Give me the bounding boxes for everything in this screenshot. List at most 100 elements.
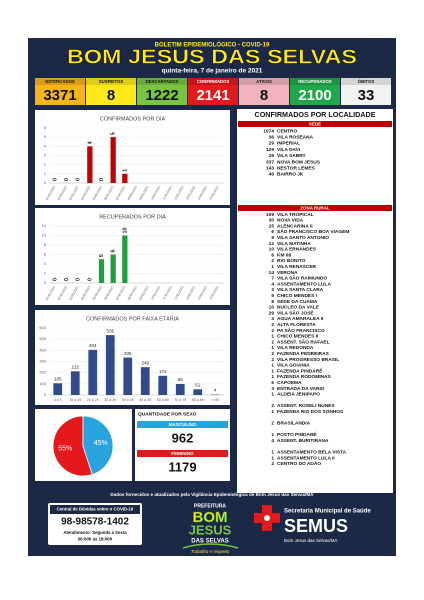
x-tick-label: 09/01/2021 (138, 185, 150, 201)
hotline-title: Central de Dúvidas sobre o COVID-19 (57, 507, 134, 512)
value-label: 0 (52, 278, 58, 281)
locality-count: 6 (271, 229, 274, 235)
x-tick-label: 04/01/2021 (80, 185, 92, 201)
locality-name: CHICO MENDES II (277, 334, 319, 340)
bar (98, 259, 105, 283)
locality-name: VILA ERNANDES (277, 247, 317, 253)
value-label: 0 (64, 278, 70, 281)
y-tick-label: 6 (44, 252, 47, 257)
locality-name: POSTO PINDARÉ (277, 430, 317, 438)
stat-box (341, 78, 391, 105)
locality-name: CAPOEMA (277, 380, 302, 386)
locality-name: VILA TROPICAL (277, 212, 314, 218)
chart-panel (35, 208, 230, 305)
city-line2: JESUS (189, 522, 232, 537)
value-label: 51 (195, 382, 201, 387)
locality-count: 46 (269, 172, 275, 178)
locality-count: 1 (271, 392, 274, 398)
locality-name: ASSENTAMENTO LULA (277, 281, 331, 287)
locality-name: CHICO MENDES I (277, 293, 318, 299)
locality-name: VERONA (277, 270, 298, 276)
bar (110, 137, 116, 183)
x-tick-label: 05/01/2021 (92, 185, 104, 201)
pie-label: 55% (58, 446, 72, 453)
locality-name: ASSENTAMENTO BELA VISTA (277, 450, 347, 456)
value-label: 0 (87, 278, 93, 281)
x-tick-label: 07/01/2021 (115, 285, 127, 301)
locality-count: 337 (266, 159, 274, 165)
locality-count: 3 (271, 316, 274, 322)
hotline-hours: 08:00h às 18:00h (78, 537, 113, 542)
value-label: 0 (76, 278, 82, 281)
locality-name: RIO BONITO (277, 258, 306, 264)
bar (140, 367, 150, 395)
stat-label: ÓBITOS (358, 79, 375, 84)
locality-count: 1 (271, 432, 274, 438)
pie-slice (52, 415, 93, 477)
locality-count: 4 (271, 438, 274, 444)
locality-name: BAIRRO JK (277, 172, 304, 178)
health-icon (254, 505, 280, 531)
locality-count: 2 (271, 322, 274, 328)
value-label: 105 (54, 376, 62, 381)
locality-name: FAZENDA RODOMINAS (277, 374, 331, 380)
stat-box (137, 78, 187, 105)
locality-count: 8 (271, 299, 274, 305)
sex-name: MASCULINO (169, 422, 197, 427)
hotline-phone: 98-98578-1402 (61, 517, 129, 528)
locality-name: AGUA AMARALEA II (277, 316, 324, 322)
value-label: 4 (87, 140, 93, 144)
section-strip (238, 205, 392, 211)
locality-name: NESTOR LEMES (277, 165, 316, 171)
stat-label-strip (290, 78, 340, 85)
y-tick-label: 2 (44, 271, 47, 276)
y-tick-label: 12 (42, 223, 47, 228)
stat-label-strip (239, 78, 289, 85)
bar (193, 389, 203, 395)
locality-name: VILA SABRY (277, 153, 306, 159)
x-tick-label: 06/01/2021 (103, 285, 115, 301)
locality-name: IMPERIAL (277, 141, 300, 147)
x-tick-label: 02/01/2021 (57, 285, 69, 301)
x-tick-label: 10/01/2021 (150, 285, 162, 301)
locality-name: VILA DAVI (277, 147, 301, 153)
x-tick-label: 14/01/2021 (197, 285, 209, 301)
x-tick-label: 09/01/2021 (138, 285, 150, 301)
bar (110, 254, 116, 283)
x-tick-label: 13/01/2021 (185, 185, 197, 201)
pie-slice (82, 415, 114, 476)
stat-label-strip (35, 78, 85, 85)
y-tick-label: 8 (44, 242, 47, 247)
x-tick-label: 40 a 49 (122, 398, 134, 402)
x-tick-label: 07/01/2021 (115, 185, 127, 201)
y-tick-label: 5 (44, 134, 47, 139)
x-tick-label: >=90 (211, 398, 219, 402)
value-label: 404 (89, 343, 97, 348)
section-title: ZONA RURAL (300, 205, 330, 210)
locality-count: 7 (271, 276, 274, 282)
kicker: BOLETIM EPIDEMIOLÓGICO - COVID-19 (155, 41, 270, 49)
locality-name: BRASILANDIA (277, 421, 311, 427)
sex-count: 1179 (168, 459, 196, 474)
y-tick-label: 4 (44, 261, 47, 266)
health-title: Secretaria Municipal de Saúde (284, 509, 371, 515)
locality-name: VILA MATINHA (277, 241, 311, 247)
source-note: Dados fornecidos e atualizados pela Vigi… (110, 492, 314, 497)
locality-name: VILA SÃO JOSÉ (277, 308, 314, 316)
bar (175, 383, 185, 395)
locality-count: 3 (271, 287, 274, 293)
locality-title: CONFIRMADOS POR LOCALIDADE (255, 110, 376, 119)
chart-title: CONFIRMADOS POR FAIXA ETÁRIA (86, 315, 179, 322)
x-tick-label: 05/01/2021 (92, 285, 104, 301)
value-label: 172 (159, 369, 167, 374)
locality-count: 10 (269, 305, 275, 311)
bar (123, 357, 133, 395)
locality-name: NUCLEO DA VALE (277, 305, 320, 311)
x-tick-label: 01/01/2021 (45, 185, 57, 201)
bar (53, 383, 63, 395)
bar (158, 375, 168, 395)
value-label: 10 (122, 227, 128, 233)
locality-count: 1 (271, 264, 274, 270)
x-tick-label: 20 a 29 (87, 398, 99, 402)
